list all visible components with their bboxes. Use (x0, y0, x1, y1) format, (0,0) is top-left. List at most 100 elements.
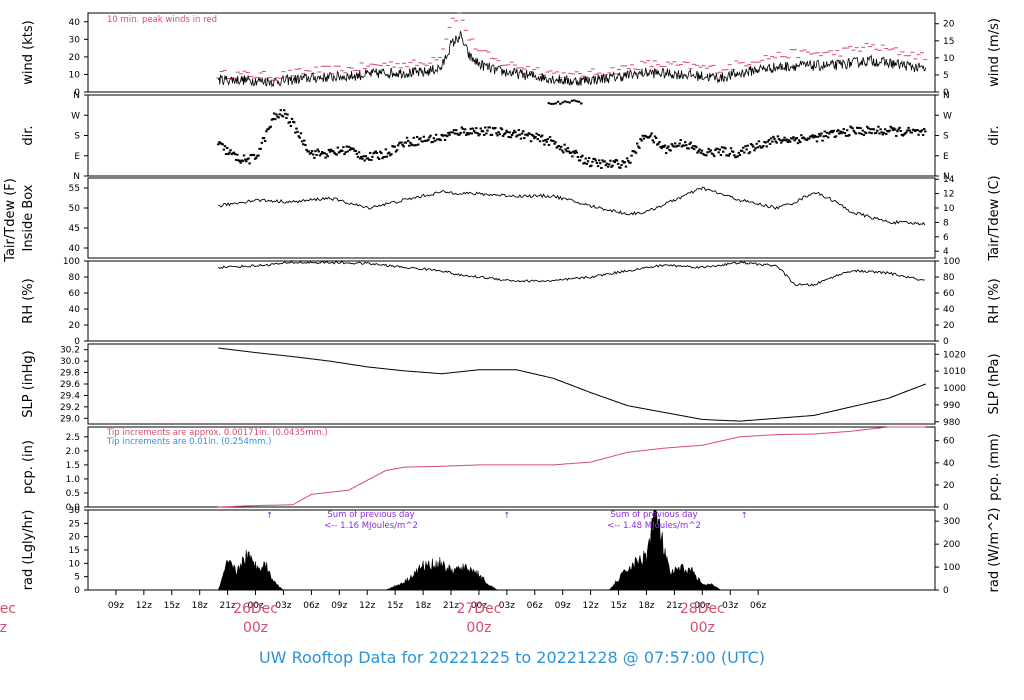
dir-point (519, 137, 523, 140)
slp-right-tick-label: 1000 (943, 384, 966, 394)
dir-point (761, 146, 764, 149)
rh-left-tick-label: 80 (69, 273, 81, 283)
pcp-left-tick-label: 2.0 (66, 447, 81, 457)
dir-point (303, 139, 306, 142)
pcp-frame (87, 426, 936, 508)
dir-point (623, 161, 627, 164)
x-tick-label: 12z (359, 601, 375, 611)
dir-point (876, 129, 879, 132)
dir-point (328, 150, 332, 153)
dir-point (673, 142, 677, 145)
dir-point (404, 141, 408, 144)
dir-point (907, 126, 910, 129)
dir-point (526, 134, 529, 137)
dir-point (672, 145, 676, 148)
dir-point (769, 137, 773, 140)
x-tick-label: 12z (583, 601, 599, 611)
dir-point (776, 135, 780, 138)
dir-point (727, 154, 730, 157)
dir-point (561, 101, 564, 104)
dir-right-axis-label: dir. (987, 125, 1002, 145)
dir-point (788, 140, 792, 143)
dir-point (852, 129, 856, 132)
dir-point (446, 135, 449, 138)
rad-sum-arrow: ↑ (503, 511, 510, 521)
dir-point (277, 116, 280, 119)
dir-point (719, 153, 723, 156)
dir-point (805, 139, 809, 142)
dir-point (486, 129, 489, 132)
pcp-note-red: Tip increments are approx. 0.00171in. (0… (106, 428, 328, 438)
dir-point (283, 109, 286, 112)
dir-point (640, 139, 643, 142)
x-tick-label: 18z (638, 601, 654, 611)
dir-point (567, 150, 571, 153)
dir-point (616, 162, 620, 165)
dir-point (774, 140, 777, 143)
dir-point (745, 148, 748, 151)
rad-left-axis-label: rad (Lgly/hr) (21, 510, 36, 591)
rad-sum-arrow: ↑ (741, 511, 748, 521)
dir-point (296, 130, 299, 133)
dir-point (572, 150, 575, 153)
dir-point (552, 139, 555, 142)
dir-point (500, 128, 504, 131)
slp-right-axis-label: SLP (hPa) (987, 353, 1002, 414)
dir-point (660, 147, 663, 150)
dir-point (556, 100, 560, 103)
dir-point (508, 131, 512, 134)
dir-point (297, 135, 300, 138)
dir-point (758, 145, 762, 148)
dir-point (737, 151, 740, 154)
dir-point (290, 117, 294, 120)
dir-point (394, 150, 398, 153)
rad-right-tick-label: 100 (943, 563, 960, 573)
dir-point (288, 121, 291, 124)
dir-point (613, 161, 617, 164)
dir-point (223, 145, 227, 148)
dir-point (810, 135, 813, 138)
dir-point (920, 129, 924, 132)
temp-right-tick-label: 8 (943, 218, 949, 228)
dir-point (343, 153, 346, 156)
dir-point (541, 134, 544, 137)
dir-point (840, 132, 843, 135)
dir-point (459, 131, 462, 134)
dir-point (561, 149, 564, 152)
slp-frame (87, 343, 936, 425)
dir-point (329, 148, 333, 151)
dir-point (652, 141, 656, 144)
rad-sum2-value: <-- 1.48 MJoules/m^2 (607, 521, 701, 531)
x-tick-label: 15z (610, 601, 626, 611)
dir-point (393, 145, 396, 148)
dir-point (831, 131, 834, 134)
dir-point (707, 147, 710, 150)
dir-point (412, 136, 415, 139)
slp-left-tick-label: 29.2 (60, 403, 80, 413)
dir-point (534, 135, 537, 138)
dir-point (917, 133, 920, 136)
dir-point (845, 129, 849, 132)
dir-point (595, 162, 599, 165)
dir-point (658, 141, 661, 144)
dir-point (825, 131, 829, 134)
temp-left-axis-label-2: Inside Box (21, 184, 36, 251)
dir-point (285, 116, 288, 119)
dir-point (352, 147, 355, 150)
dir-point (740, 149, 744, 152)
dir-point (853, 131, 857, 134)
dir-point (898, 126, 901, 129)
dir-point (310, 150, 314, 153)
dir-point (344, 151, 347, 154)
dir-point (376, 156, 380, 159)
temp-right-tick-label: 12 (943, 190, 954, 200)
dir-point (881, 133, 885, 136)
dir-point (691, 145, 695, 148)
dir-point (826, 136, 830, 139)
dir-point (568, 101, 571, 104)
dir-point (362, 155, 365, 158)
dir-point (465, 133, 468, 136)
wind-annotation: 10 min. peak winds in red (107, 15, 217, 25)
dir-point (650, 132, 653, 135)
